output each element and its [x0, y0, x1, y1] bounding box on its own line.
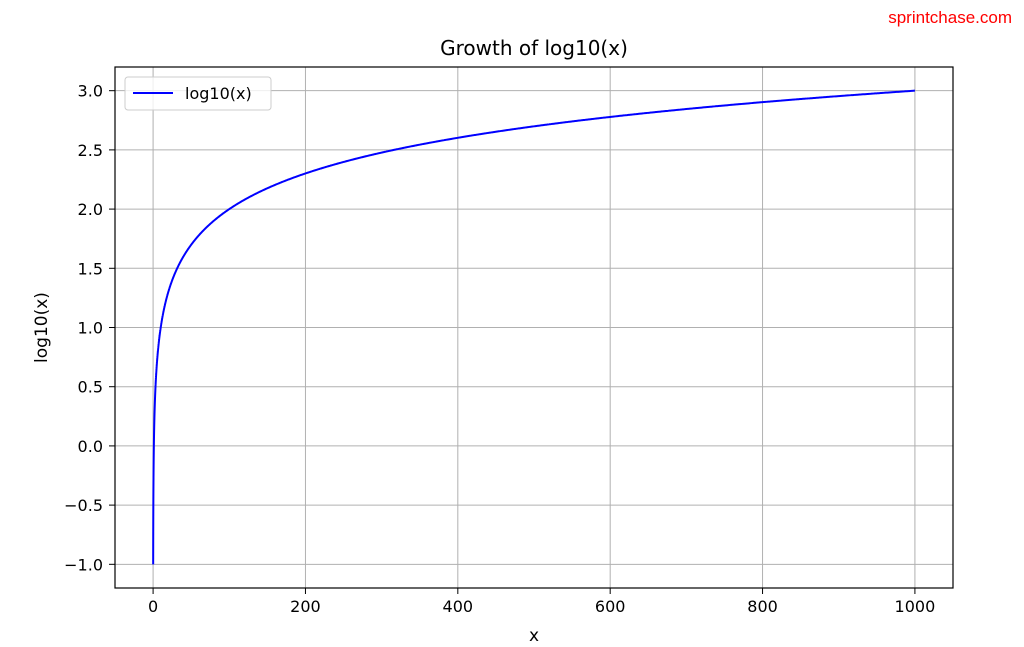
- series-layer: [152, 89, 915, 566]
- y-tick-label: −0.5: [64, 496, 103, 515]
- chart-title: Growth of log10(x): [440, 36, 628, 60]
- y-tick-label: 2.0: [78, 200, 103, 219]
- ticks: 0 200 400 600 800 1000 −1.0 −0.5 0.0 0.5 1.0 1.5 2.0…: [64, 82, 935, 616]
- x-tick-label: 0: [148, 597, 158, 616]
- series-line: [152, 89, 915, 566]
- y-tick-label: 0.5: [78, 378, 103, 397]
- grid: [115, 67, 953, 588]
- legend-box: [124, 76, 272, 111]
- y-tick-label: 2.5: [78, 141, 103, 160]
- x-axis-label: x: [529, 626, 539, 646]
- y-tick-label: 1.0: [78, 319, 103, 338]
- x-tick-label: 200: [290, 597, 321, 616]
- y-tick-label: −1.0: [64, 555, 103, 574]
- y-axis-label: log10(x): [32, 292, 52, 363]
- legend-entry-label: log10(x): [185, 84, 252, 103]
- y-tick-label: 1.5: [78, 259, 103, 278]
- x-tick-label: 800: [747, 597, 778, 616]
- y-tick-label: 0.0: [78, 437, 103, 456]
- x-tick-label: 600: [595, 597, 626, 616]
- legend: log10(x): [124, 76, 272, 111]
- watermark-text: sprintchase.com: [888, 8, 1012, 27]
- x-tick-label: 400: [443, 597, 474, 616]
- y-tick-label: 3.0: [78, 82, 103, 101]
- x-tick-label: 1000: [895, 597, 936, 616]
